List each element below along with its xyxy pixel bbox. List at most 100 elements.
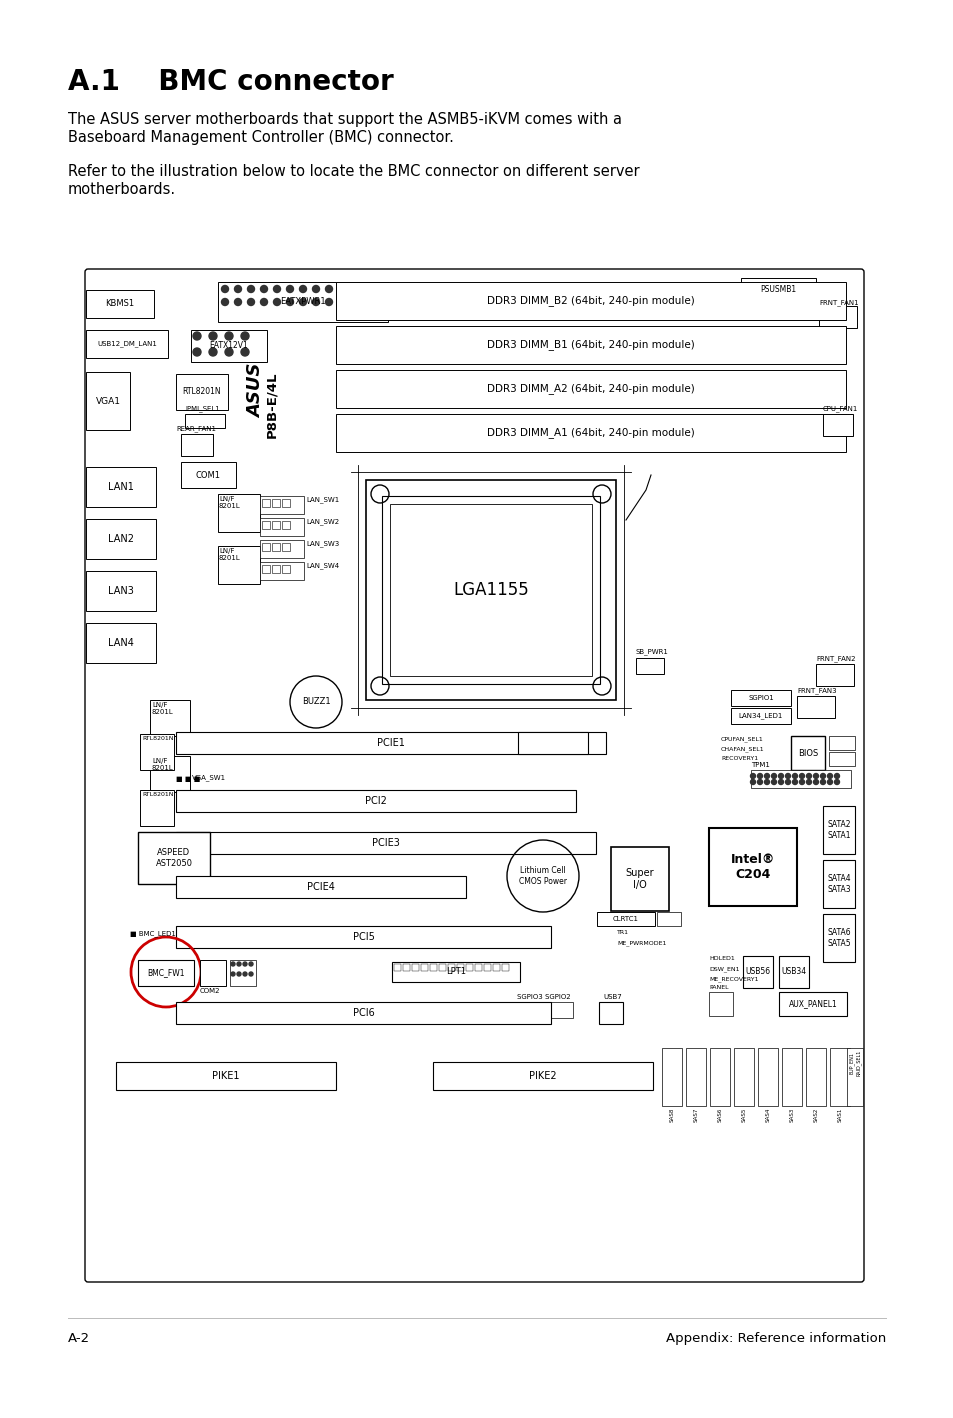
Circle shape — [193, 332, 201, 340]
Text: A.1    BMC connector: A.1 BMC connector — [68, 68, 394, 96]
Bar — [150, 756, 190, 793]
Circle shape — [338, 285, 345, 292]
Circle shape — [236, 971, 241, 976]
Bar — [818, 306, 856, 328]
Text: CPU_FAN1: CPU_FAN1 — [822, 406, 858, 413]
Bar — [822, 859, 854, 908]
Circle shape — [234, 285, 241, 292]
Text: ■ BMC_LED1: ■ BMC_LED1 — [130, 930, 175, 937]
Bar — [796, 696, 834, 718]
Bar — [517, 732, 587, 754]
Text: LAN_SW3: LAN_SW3 — [306, 540, 339, 547]
Text: SAS3: SAS3 — [789, 1107, 794, 1123]
Bar — [191, 330, 267, 362]
Circle shape — [364, 285, 371, 292]
Circle shape — [313, 285, 319, 292]
Text: PIKE2: PIKE2 — [529, 1071, 557, 1081]
Bar — [483, 964, 491, 971]
Text: PCI5: PCI5 — [353, 932, 374, 942]
Bar — [657, 912, 680, 926]
Bar — [262, 564, 270, 573]
Circle shape — [805, 773, 811, 778]
Text: CHAFAN_SEL1: CHAFAN_SEL1 — [720, 746, 763, 752]
Circle shape — [225, 347, 233, 356]
Circle shape — [792, 773, 797, 778]
Text: ■ ■ ■: ■ ■ ■ — [175, 776, 200, 781]
Bar — [822, 414, 852, 435]
Bar — [282, 520, 290, 529]
Bar — [822, 805, 854, 854]
Bar — [140, 735, 173, 770]
Text: SAS5: SAS5 — [740, 1107, 745, 1123]
Text: LAN34_LED1: LAN34_LED1 — [738, 713, 782, 719]
Text: IPMI_SEL1: IPMI_SEL1 — [185, 406, 219, 413]
Bar — [86, 372, 130, 430]
Text: LN/F
8201L: LN/F 8201L — [152, 759, 173, 771]
Bar — [282, 543, 290, 552]
Circle shape — [799, 773, 803, 778]
Circle shape — [835, 289, 840, 295]
Circle shape — [249, 971, 253, 976]
Bar — [260, 496, 304, 513]
Circle shape — [325, 299, 333, 305]
FancyBboxPatch shape — [85, 269, 863, 1282]
Bar — [412, 964, 418, 971]
Circle shape — [792, 780, 797, 784]
Bar — [175, 732, 605, 754]
Circle shape — [243, 961, 247, 966]
Bar — [846, 1048, 862, 1106]
Circle shape — [763, 780, 769, 784]
Text: FRNT_FAN1: FRNT_FAN1 — [818, 299, 858, 306]
Circle shape — [784, 780, 790, 784]
Text: motherboards.: motherboards. — [68, 182, 176, 197]
Circle shape — [778, 773, 782, 778]
Text: DDR3 DIMM_A2 (64bit, 240-pin module): DDR3 DIMM_A2 (64bit, 240-pin module) — [487, 383, 694, 394]
Circle shape — [193, 347, 201, 356]
Text: SAS1: SAS1 — [837, 1107, 841, 1123]
Text: DSW_EN1: DSW_EN1 — [708, 966, 739, 971]
Text: REAR_FAN1: REAR_FAN1 — [175, 425, 215, 432]
Text: USB12_DM_LAN1: USB12_DM_LAN1 — [97, 340, 157, 347]
Text: SATA4
SATA3: SATA4 SATA3 — [826, 875, 850, 893]
Bar — [730, 691, 790, 706]
Circle shape — [763, 773, 769, 778]
Bar — [282, 564, 290, 573]
Bar — [822, 915, 854, 961]
Text: P8B-E/4L: P8B-E/4L — [265, 372, 278, 438]
Bar — [733, 1048, 753, 1106]
Bar — [181, 434, 213, 457]
Text: USB7: USB7 — [602, 994, 621, 1000]
Text: LAN_SW2: LAN_SW2 — [306, 519, 338, 526]
Text: EATXPWR1: EATXPWR1 — [280, 298, 326, 306]
Circle shape — [813, 773, 818, 778]
Bar — [597, 912, 655, 926]
Circle shape — [338, 299, 345, 305]
Text: SAS4: SAS4 — [764, 1107, 770, 1123]
Bar — [456, 964, 463, 971]
Text: USB56: USB56 — [744, 967, 770, 977]
Text: SGPIO3 SGPIO2: SGPIO3 SGPIO2 — [517, 994, 570, 1000]
Circle shape — [351, 285, 358, 292]
Bar — [381, 496, 599, 683]
Text: CLRTC1: CLRTC1 — [613, 916, 639, 922]
Text: Lithium Cell
CMOS Power: Lithium Cell CMOS Power — [518, 866, 566, 886]
Text: LN/F
8201L: LN/F 8201L — [219, 496, 240, 509]
Text: SAS7: SAS7 — [693, 1107, 698, 1123]
Bar — [805, 1048, 825, 1106]
Bar — [218, 546, 260, 584]
Circle shape — [820, 284, 824, 288]
Bar — [475, 964, 481, 971]
Circle shape — [209, 347, 216, 356]
Bar — [185, 414, 225, 428]
Circle shape — [260, 285, 267, 292]
Circle shape — [835, 284, 840, 288]
Bar — [392, 961, 519, 983]
Bar — [86, 571, 156, 611]
Circle shape — [274, 299, 280, 305]
Text: SATA6
SATA5: SATA6 SATA5 — [826, 929, 850, 947]
Circle shape — [820, 289, 824, 295]
Circle shape — [234, 299, 241, 305]
Circle shape — [247, 285, 254, 292]
Bar — [829, 1048, 849, 1106]
Text: VGA_SW1: VGA_SW1 — [192, 774, 226, 781]
